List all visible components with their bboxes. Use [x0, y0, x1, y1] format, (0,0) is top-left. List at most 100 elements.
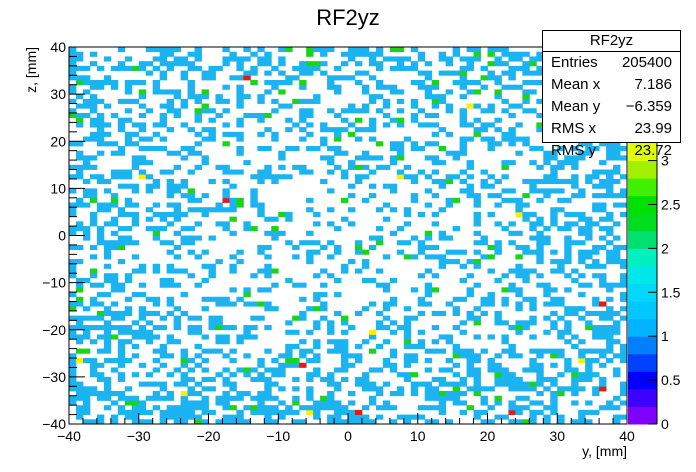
heatmap-cell — [410, 61, 419, 67]
heatmap-cell — [222, 98, 230, 104]
heatmap-cell — [571, 376, 579, 382]
heatmap-cell — [152, 131, 161, 137]
heatmap-cell — [368, 122, 377, 128]
heatmap-cell — [473, 249, 481, 255]
heatmap-cell — [173, 320, 182, 326]
heatmap-cell — [257, 47, 265, 53]
heatmap-cell — [327, 419, 335, 425]
heatmap-cell — [599, 216, 607, 222]
heatmap-cell — [82, 98, 91, 104]
heatmap-cell — [592, 273, 600, 279]
heatmap-cell — [389, 89, 398, 95]
heatmap-cell — [508, 188, 516, 194]
heatmap-cell — [389, 419, 398, 425]
heatmap-cell — [515, 273, 523, 279]
heatmap-cell — [201, 155, 209, 161]
heatmap-cell — [592, 325, 600, 331]
stats-box: RF2yz Entries 205400 Mean x 7.186 Mean y… — [542, 30, 681, 159]
heatmap-cell — [306, 306, 314, 312]
heatmap-cell — [508, 51, 516, 57]
heatmap-cell — [138, 145, 147, 152]
heatmap-cell — [145, 136, 154, 142]
heatmap-cell — [194, 197, 202, 203]
heatmap-cell — [501, 301, 509, 307]
heatmap-cell — [515, 197, 523, 203]
heatmap-cell — [124, 183, 133, 189]
heatmap-cell — [389, 47, 398, 53]
heatmap-cell — [159, 169, 168, 175]
stats-label: Mean x — [551, 76, 601, 93]
heatmap-cell — [473, 259, 481, 265]
heatmap-cell — [403, 353, 412, 359]
heatmap-cell — [117, 287, 126, 293]
heatmap-cell — [578, 226, 586, 232]
heatmap-cell — [69, 329, 77, 335]
heatmap-cell — [557, 207, 565, 213]
heatmap-cell — [327, 348, 335, 354]
heatmap-cell — [138, 419, 147, 425]
heatmap-cell — [117, 122, 126, 128]
heatmap-cell — [515, 136, 523, 142]
heatmap-cell — [613, 169, 621, 175]
x-tick-label: −10 — [266, 428, 290, 444]
heatmap-cell — [131, 414, 140, 420]
heatmap-cell — [152, 202, 161, 208]
heatmap-cell — [334, 405, 342, 411]
heatmap-cell — [382, 400, 391, 406]
heatmap-cell — [152, 122, 161, 128]
heatmap-cell — [75, 409, 84, 415]
heatmap-cell — [152, 358, 161, 364]
heatmap-cell — [166, 169, 175, 175]
heatmap-cell — [89, 131, 98, 137]
heatmap-cell — [571, 160, 579, 166]
heatmap-cell — [103, 329, 112, 335]
heatmap-cell — [543, 414, 551, 420]
heatmap-cell — [110, 315, 119, 321]
heatmap-cell — [285, 79, 293, 86]
heatmap-cell — [208, 108, 216, 114]
heatmap-cell — [257, 61, 265, 67]
heatmap-cell — [494, 414, 502, 420]
heatmap-cell — [438, 381, 447, 387]
heatmap-cell — [313, 367, 321, 373]
heatmap-cell — [89, 117, 98, 123]
heatmap-cell — [145, 310, 154, 317]
heatmap-cell — [599, 362, 607, 368]
heatmap-cell — [124, 202, 133, 208]
heatmap-cell — [124, 400, 133, 406]
heatmap-cell — [201, 400, 209, 406]
heatmap-cell — [285, 405, 293, 411]
heatmap-cell — [410, 235, 419, 241]
heatmap-cell — [361, 386, 370, 392]
heatmap-cell — [564, 259, 572, 265]
heatmap-cell — [327, 329, 335, 335]
heatmap-cell — [82, 79, 91, 86]
heatmap-cell — [438, 127, 447, 133]
heatmap-cell — [306, 391, 314, 397]
heatmap-cell — [578, 376, 586, 382]
heatmap-cell — [82, 358, 91, 364]
heatmap-cell — [424, 405, 433, 411]
heatmap-cell — [201, 263, 209, 269]
heatmap-cell — [410, 254, 419, 260]
heatmap-cell — [96, 117, 105, 123]
heatmap-cell — [529, 79, 537, 86]
heatmap-cell — [487, 358, 495, 364]
heatmap-cell — [417, 273, 426, 279]
heatmap-cell — [285, 277, 293, 284]
heatmap-cell — [585, 310, 593, 317]
heatmap-cell — [327, 84, 335, 90]
heatmap-cell — [403, 65, 412, 71]
heatmap-cell — [564, 155, 572, 161]
heatmap-cell — [236, 61, 244, 67]
heatmap-cell — [501, 348, 509, 354]
heatmap-cell — [306, 376, 314, 382]
heatmap-cell — [501, 47, 509, 53]
heatmap-cell — [166, 301, 175, 307]
stats-row-rms-x: RMS x 23.99 — [543, 118, 680, 140]
heatmap-cell — [452, 381, 461, 387]
heatmap-cell — [501, 188, 509, 194]
heatmap-cell — [194, 207, 202, 213]
heatmap-cell — [208, 386, 216, 392]
heatmap-cell — [403, 240, 412, 246]
